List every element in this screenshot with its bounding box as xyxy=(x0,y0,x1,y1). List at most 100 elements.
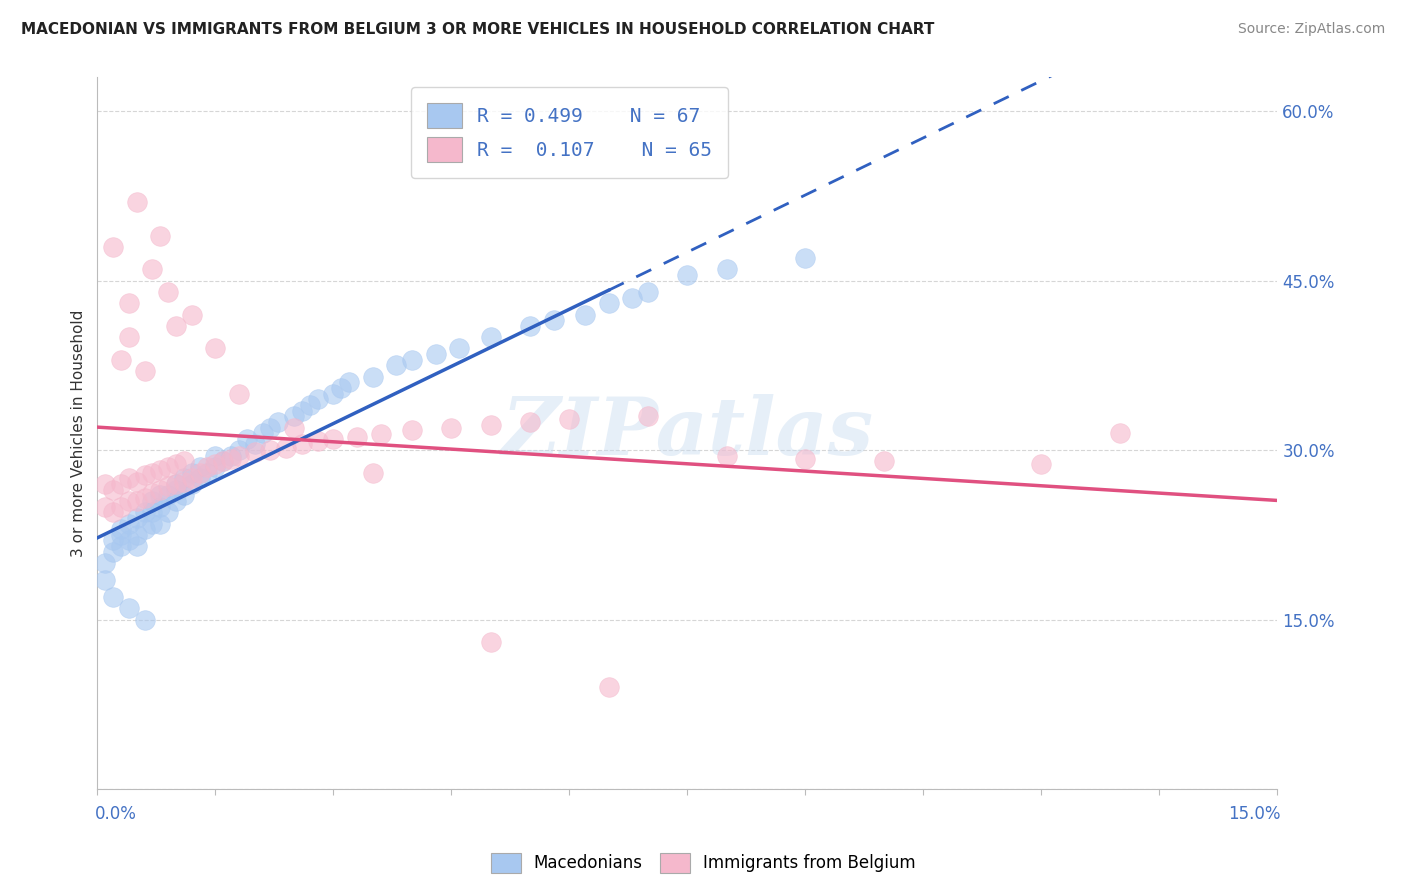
Legend: Macedonians, Immigrants from Belgium: Macedonians, Immigrants from Belgium xyxy=(484,847,922,880)
Point xyxy=(149,516,172,531)
Point xyxy=(401,352,423,367)
Point xyxy=(110,522,132,536)
Point xyxy=(204,449,226,463)
Point xyxy=(173,488,195,502)
Point xyxy=(716,449,738,463)
Point xyxy=(479,418,502,433)
Point xyxy=(307,392,329,407)
Point xyxy=(110,500,132,514)
Point xyxy=(794,452,817,467)
Point xyxy=(346,429,368,443)
Point xyxy=(298,398,321,412)
Point xyxy=(1109,426,1132,441)
Point xyxy=(94,573,117,587)
Point xyxy=(173,454,195,468)
Point xyxy=(259,443,281,458)
Point xyxy=(276,441,298,455)
Point xyxy=(267,415,290,429)
Point xyxy=(212,454,235,468)
Point xyxy=(165,457,187,471)
Point xyxy=(291,437,314,451)
Point xyxy=(228,449,250,463)
Point xyxy=(149,483,172,497)
Point xyxy=(125,539,148,553)
Point xyxy=(385,359,408,373)
Point xyxy=(873,454,896,468)
Point xyxy=(118,601,141,615)
Point xyxy=(219,452,242,467)
Point xyxy=(479,330,502,344)
Point xyxy=(361,369,384,384)
Point xyxy=(125,511,148,525)
Point xyxy=(621,291,644,305)
Point xyxy=(110,352,132,367)
Point xyxy=(141,505,163,519)
Point xyxy=(118,296,141,310)
Text: 0.0%: 0.0% xyxy=(94,805,136,823)
Point xyxy=(134,467,156,482)
Point xyxy=(197,466,219,480)
Point xyxy=(118,533,141,548)
Point xyxy=(101,483,124,497)
Text: MACEDONIAN VS IMMIGRANTS FROM BELGIUM 3 OR MORE VEHICLES IN HOUSEHOLD CORRELATIO: MACEDONIAN VS IMMIGRANTS FROM BELGIUM 3 … xyxy=(21,22,935,37)
Point xyxy=(322,432,344,446)
Point xyxy=(149,488,172,502)
Point xyxy=(125,528,148,542)
Point xyxy=(157,488,180,502)
Point xyxy=(180,466,202,480)
Point xyxy=(101,545,124,559)
Point xyxy=(141,516,163,531)
Point xyxy=(188,460,211,475)
Point xyxy=(598,296,620,310)
Point xyxy=(322,386,344,401)
Point xyxy=(243,437,266,451)
Point xyxy=(141,466,163,480)
Point xyxy=(519,415,541,429)
Point xyxy=(259,420,281,434)
Point xyxy=(149,500,172,514)
Point xyxy=(1031,457,1053,471)
Point xyxy=(101,240,124,254)
Point xyxy=(519,318,541,333)
Point xyxy=(110,528,132,542)
Point xyxy=(337,376,360,390)
Point xyxy=(425,347,447,361)
Point xyxy=(598,680,620,694)
Point xyxy=(228,443,250,458)
Point xyxy=(118,330,141,344)
Point xyxy=(204,342,226,356)
Point xyxy=(228,386,250,401)
Point xyxy=(110,539,132,553)
Point xyxy=(173,475,195,489)
Point xyxy=(101,505,124,519)
Point xyxy=(134,522,156,536)
Point xyxy=(307,434,329,448)
Point xyxy=(125,475,148,489)
Legend: R = 0.499    N = 67, R =  0.107    N = 65: R = 0.499 N = 67, R = 0.107 N = 65 xyxy=(411,87,728,178)
Point xyxy=(149,463,172,477)
Point xyxy=(440,420,463,434)
Point xyxy=(716,262,738,277)
Point xyxy=(118,494,141,508)
Point xyxy=(794,251,817,265)
Point xyxy=(283,420,305,434)
Point xyxy=(401,423,423,437)
Point xyxy=(157,505,180,519)
Point xyxy=(134,505,156,519)
Point xyxy=(141,262,163,277)
Point xyxy=(134,491,156,505)
Point xyxy=(180,477,202,491)
Point xyxy=(125,494,148,508)
Point xyxy=(558,411,581,425)
Point xyxy=(165,477,187,491)
Point xyxy=(204,460,226,475)
Point xyxy=(637,409,659,424)
Point xyxy=(94,556,117,570)
Point xyxy=(110,477,132,491)
Point xyxy=(157,479,180,493)
Point xyxy=(134,364,156,378)
Point xyxy=(101,590,124,604)
Point xyxy=(291,403,314,417)
Point xyxy=(283,409,305,424)
Point xyxy=(134,613,156,627)
